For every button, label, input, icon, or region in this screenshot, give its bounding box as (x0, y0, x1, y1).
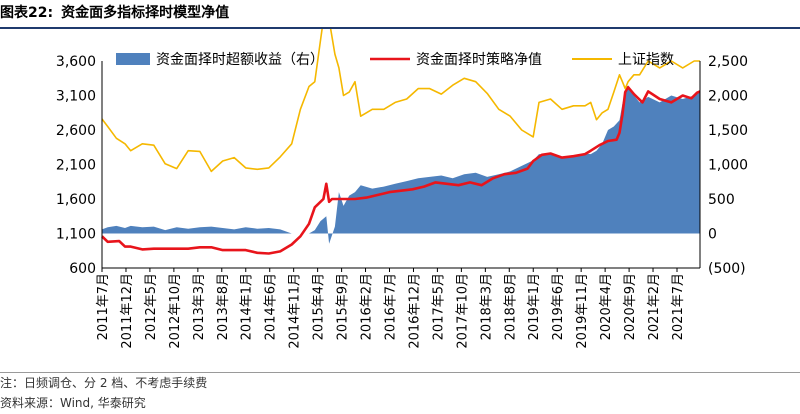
x-tick-label: 2018年3月 (479, 273, 494, 340)
series-strategy-nav-line (101, 85, 701, 255)
right-axis: 2,500 2,000 1,500 1,000 500 0 (500) (699, 54, 748, 277)
left-tick-label: 1,100 (56, 227, 96, 243)
x-axis: 2011年7月 2011年12月 2012年5月 2012年10月 2013年3月 201… (96, 267, 700, 349)
footnote: 注：日频调仓、分 2 档、不考虑手续费 (0, 376, 208, 390)
x-tick-label: 2021年2月 (647, 273, 662, 340)
right-tick-label: 500 (708, 192, 735, 208)
x-tick-label: 2021年7月 (671, 273, 686, 340)
x-tick-label: 2011年12月 (120, 273, 135, 349)
x-tick-label: 2020年9月 (623, 273, 638, 340)
bottom-rule (0, 372, 800, 373)
x-tick-label: 2012年10月 (168, 273, 183, 349)
left-tick-label: 2,600 (56, 123, 96, 139)
x-tick-label: 2016年2月 (360, 273, 375, 340)
left-tick-label: 3,600 (56, 54, 96, 70)
series-shanghai-index-line (101, 29, 700, 173)
x-tick-label: 2015年9月 (336, 273, 351, 340)
x-tick-label: 2018年8月 (503, 273, 518, 340)
legend-strategy-nav-label: 资金面择时策略净值 (416, 51, 542, 68)
right-tick-label: 1,500 (708, 123, 748, 139)
plot-area (101, 29, 701, 255)
x-tick-label: 2011年7月 (96, 273, 111, 340)
x-tick-label: 2014年6月 (264, 273, 279, 340)
x-tick-label: 2016年12月 (408, 273, 423, 349)
left-axis: 3,600 3,100 2,600 2,100 1,600 1,100 600 (56, 54, 103, 277)
title-rule (0, 27, 800, 29)
x-tick-label: 2017年5月 (431, 273, 446, 340)
x-tick-label: 2020年4月 (599, 273, 614, 340)
x-tick-label: 2012年5月 (144, 273, 159, 340)
legend-excess-return-label: 资金面择时超额收益（右） (156, 52, 324, 68)
x-tick-label: 2019年1月 (527, 273, 542, 340)
x-tick-label: 2013年8月 (216, 273, 231, 340)
series-excess-return-area (102, 85, 700, 244)
x-tick-label: 2016年7月 (384, 273, 399, 340)
right-tick-label: 0 (708, 227, 717, 243)
x-tick-label: 2019年11月 (575, 273, 590, 349)
left-tick-label: 3,100 (56, 89, 96, 105)
right-tick-label: 2,000 (708, 89, 748, 105)
source-note: 资料来源：Wind, 华泰研究 (0, 396, 146, 410)
x-tick-label: 2014年11月 (288, 273, 303, 349)
left-tick-label: 600 (69, 261, 96, 277)
legend: 资金面择时超额收益（右） 资金面择时策略净值 上证指数 (116, 51, 674, 68)
figure-number: 图表22: (0, 5, 54, 21)
left-tick-label: 1,600 (56, 192, 96, 208)
x-tick-label: 2015年4月 (312, 273, 327, 340)
figure-title: 图表22: 资金面多指标择时模型净值 (0, 0, 800, 26)
x-tick-label: 2019年6月 (551, 273, 566, 340)
legend-shanghai-index-label: 上证指数 (618, 52, 674, 68)
x-tick-label: 2013年3月 (192, 273, 207, 340)
right-tick-label: (500) (708, 261, 746, 277)
figure-title-text: 资金面多指标择时模型净值 (61, 5, 230, 21)
x-tick-label: 2014年1月 (240, 273, 255, 340)
right-tick-label: 2,500 (708, 54, 748, 70)
x-tick-label: 2017年10月 (455, 273, 470, 349)
left-tick-label: 2,100 (56, 158, 96, 174)
right-tick-label: 1,000 (708, 158, 748, 174)
legend-excess-return-swatch (116, 53, 150, 65)
